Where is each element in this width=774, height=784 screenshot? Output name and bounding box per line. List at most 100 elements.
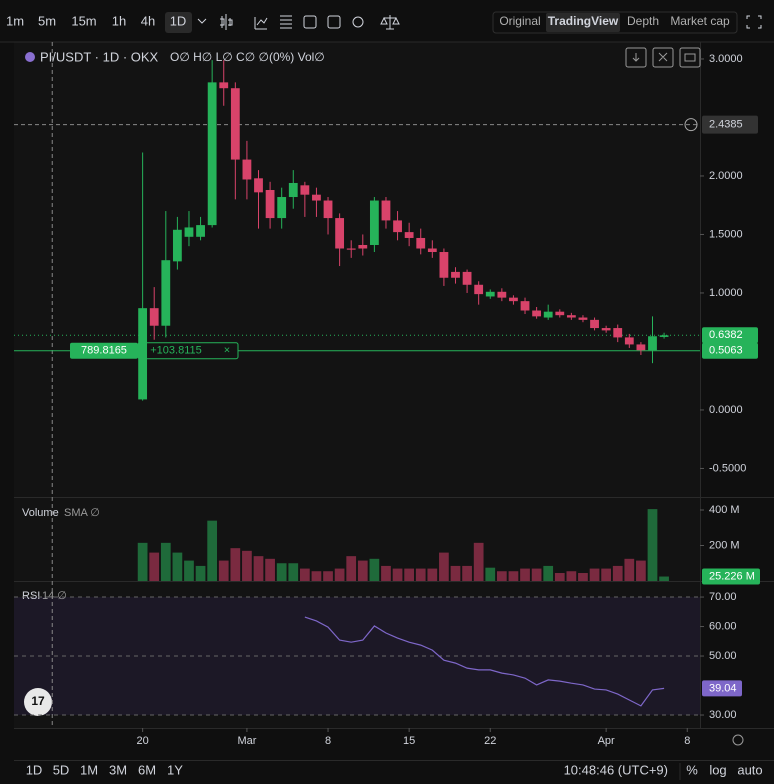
candle-body [265,190,275,219]
volume-sub: SMA ∅ [64,507,100,519]
range-button[interactable]: 5D [53,762,70,777]
volume-bar [531,568,542,581]
rsi-last-box [702,680,742,697]
candle-body [416,237,426,249]
x-tick-label: 20 [137,735,149,747]
gear-icon[interactable] [352,16,364,28]
interval-button[interactable]: 4h [141,13,155,28]
interval-button[interactable]: 5m [38,13,56,28]
dropdown-icon[interactable] [197,18,207,24]
interval-button[interactable]: 15m [71,13,96,28]
button-icons [632,52,696,62]
candle-body [300,185,310,195]
candle-body [346,248,356,250]
position-qty: 789.8165 [81,345,127,357]
candle-body [323,200,333,219]
view-button[interactable]: Depth [627,14,659,28]
volume-bar [288,563,299,581]
interval-button[interactable]: 1m [6,13,24,28]
scale-option[interactable]: % [686,762,698,777]
range-button[interactable]: 1Y [167,762,183,777]
candle-body [404,232,414,238]
candle-body [335,218,345,249]
volume-bar [357,560,368,581]
rsi-tick-label: 30.00 [709,709,737,721]
volume-bar [392,568,403,581]
x-tick-label: Mar [237,735,256,747]
toolbar-icons [220,14,762,30]
maximize-button[interactable] [679,47,701,68]
x-tick-label: Apr [598,735,615,747]
interval-button[interactable]: 1D [170,13,187,28]
active-view[interactable] [546,13,620,32]
volume-bar [578,573,588,581]
candle-body [288,182,298,198]
add-alert[interactable] [684,118,698,132]
volume-bar [207,520,218,581]
candle-body [474,284,484,295]
candle-body [462,271,472,285]
volume-bar [311,571,322,581]
candle-body [601,328,611,331]
candle-body [242,159,252,180]
candle-body [566,315,576,318]
clock: 10:48:46 (UTC+9) [564,762,668,777]
candle-body [613,328,623,338]
x-tick-label: 22 [484,735,496,747]
position-pnl-box [137,342,239,360]
volume-bar [589,568,600,581]
position-close[interactable]: × [224,345,230,357]
volume-bar [636,560,646,581]
position-pnl: +103.8115 [150,345,202,357]
pair-title: PI/USDT · 1D · OKX [40,49,159,64]
position-box [702,342,758,359]
range-button[interactable]: 1D [26,762,43,777]
volume-bar [381,565,391,581]
candle-body [207,82,217,226]
collapse-button[interactable] [652,47,674,68]
last-price-label: 0.6382 [709,329,743,341]
scroll-button[interactable] [625,47,647,68]
volume-bar [172,552,183,581]
volume-bar [496,571,507,581]
y-tick-label: 0.0000 [709,404,743,416]
view-button[interactable]: TradingView [548,14,619,28]
interval-button[interactable]: 1h [112,13,126,28]
candle-body [161,260,171,326]
fullscreen-icon[interactable] [746,15,762,29]
range-button[interactable]: 6M [138,762,156,777]
candle-body [532,310,542,317]
volume-bar [647,509,658,581]
candle-body [277,197,287,219]
candle-body [439,252,449,278]
scale-option[interactable]: log [709,762,726,777]
candle-body [624,337,634,345]
candle-body [485,291,495,297]
range-button[interactable]: 1M [80,762,98,777]
rsi-sub: 14 ∅ [42,590,67,602]
settings-list-icon[interactable] [280,15,292,29]
view-switch [492,11,738,34]
indicator-icon[interactable] [254,17,268,30]
candle-icon[interactable] [220,14,233,30]
settings-icon[interactable] [732,734,744,746]
volume-bar [601,568,612,581]
scale-option[interactable]: auto [737,762,762,777]
volume-bar [160,542,171,581]
view-button[interactable]: Original [499,14,540,28]
x-tick-label: 8 [325,735,331,747]
view-button[interactable]: Market cap [670,14,730,28]
x-tick-label: 15 [403,735,415,747]
active-interval[interactable] [165,12,192,33]
alert-icon[interactable] [327,15,341,29]
candle-body [427,248,437,253]
candle-body [648,336,657,351]
range-button[interactable]: 3M [109,762,127,777]
position-label: 0.5063 [709,345,743,357]
scale-icon[interactable] [380,15,400,30]
template-icon[interactable] [303,15,317,29]
volume-bar [334,568,345,581]
volume-bar [473,542,484,581]
volume-bar [659,576,669,581]
